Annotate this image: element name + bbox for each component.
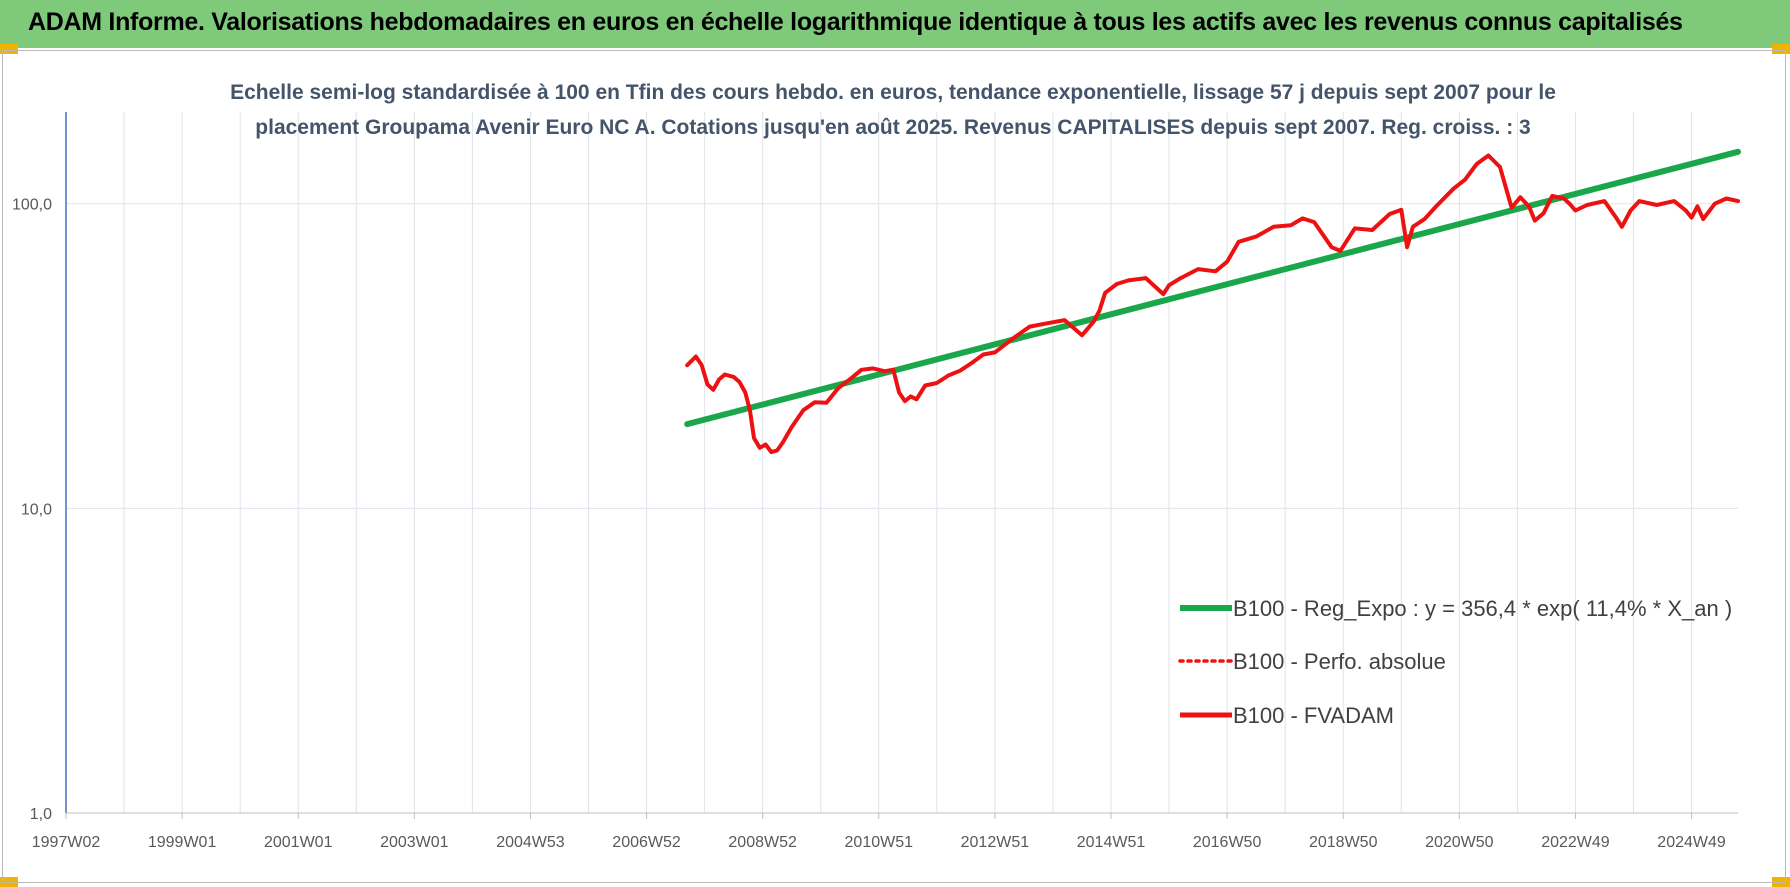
- x-tick-label: 2003W01: [380, 834, 449, 851]
- y-tick-label: 100,0: [12, 197, 52, 214]
- grid: [65, 112, 1738, 813]
- legend-label-perfo: B100 - Perfo. absolue: [1233, 649, 1446, 674]
- legend: B100 - Reg_Expo : y = 356,4 * exp( 11,4%…: [1178, 596, 1732, 728]
- chart-subtitle-line-2: placement Groupama Avenir Euro NC A. Cot…: [255, 116, 1530, 139]
- x-tick-label: 2004W53: [496, 834, 565, 851]
- legend-label-fvadam: B100 - FVADAM: [1233, 703, 1394, 728]
- chart-subtitle-line-1: Echelle semi-log standardisée à 100 en T…: [230, 81, 1556, 104]
- x-tick-label: 2006W52: [612, 834, 681, 851]
- x-tick-label: 2012W51: [961, 834, 1030, 851]
- title-banner: ADAM Informe. Valorisations hebdomadaire…: [0, 0, 1790, 48]
- x-tick-label: 2001W01: [264, 834, 333, 851]
- x-tick-label: 1999W01: [148, 834, 217, 851]
- x-tick-label: 2020W50: [1425, 834, 1494, 851]
- x-tick-label: 2022W49: [1541, 834, 1610, 851]
- x-tick-label: 2014W51: [1077, 834, 1146, 851]
- chart-frame: [2, 50, 1786, 883]
- x-tick-label: 2016W50: [1193, 834, 1262, 851]
- series: [684, 148, 1741, 455]
- legend-label-trend: B100 - Reg_Expo : y = 356,4 * exp( 11,4%…: [1233, 596, 1732, 621]
- fvadam-line: [685, 153, 1740, 455]
- corner-accent-top-left: [0, 44, 18, 54]
- page-title: ADAM Informe. Valorisations hebdomadaire…: [28, 8, 1683, 36]
- x-tick-label: 2018W50: [1309, 834, 1378, 851]
- y-tick-label: 1,0: [30, 806, 52, 823]
- x-tick-label: 2008W52: [728, 834, 797, 851]
- x-tick-label: 1997W02: [32, 834, 101, 851]
- axes: 1,0 10,0 100,0 1997W02 1999W01 2001W01 2003W01…: [12, 112, 1738, 851]
- x-tick-label: 2010W51: [845, 834, 914, 851]
- x-tick-label: 2024W49: [1657, 834, 1726, 851]
- y-tick-label: 10,0: [21, 501, 52, 518]
- corner-accent-top-right: [1772, 44, 1790, 54]
